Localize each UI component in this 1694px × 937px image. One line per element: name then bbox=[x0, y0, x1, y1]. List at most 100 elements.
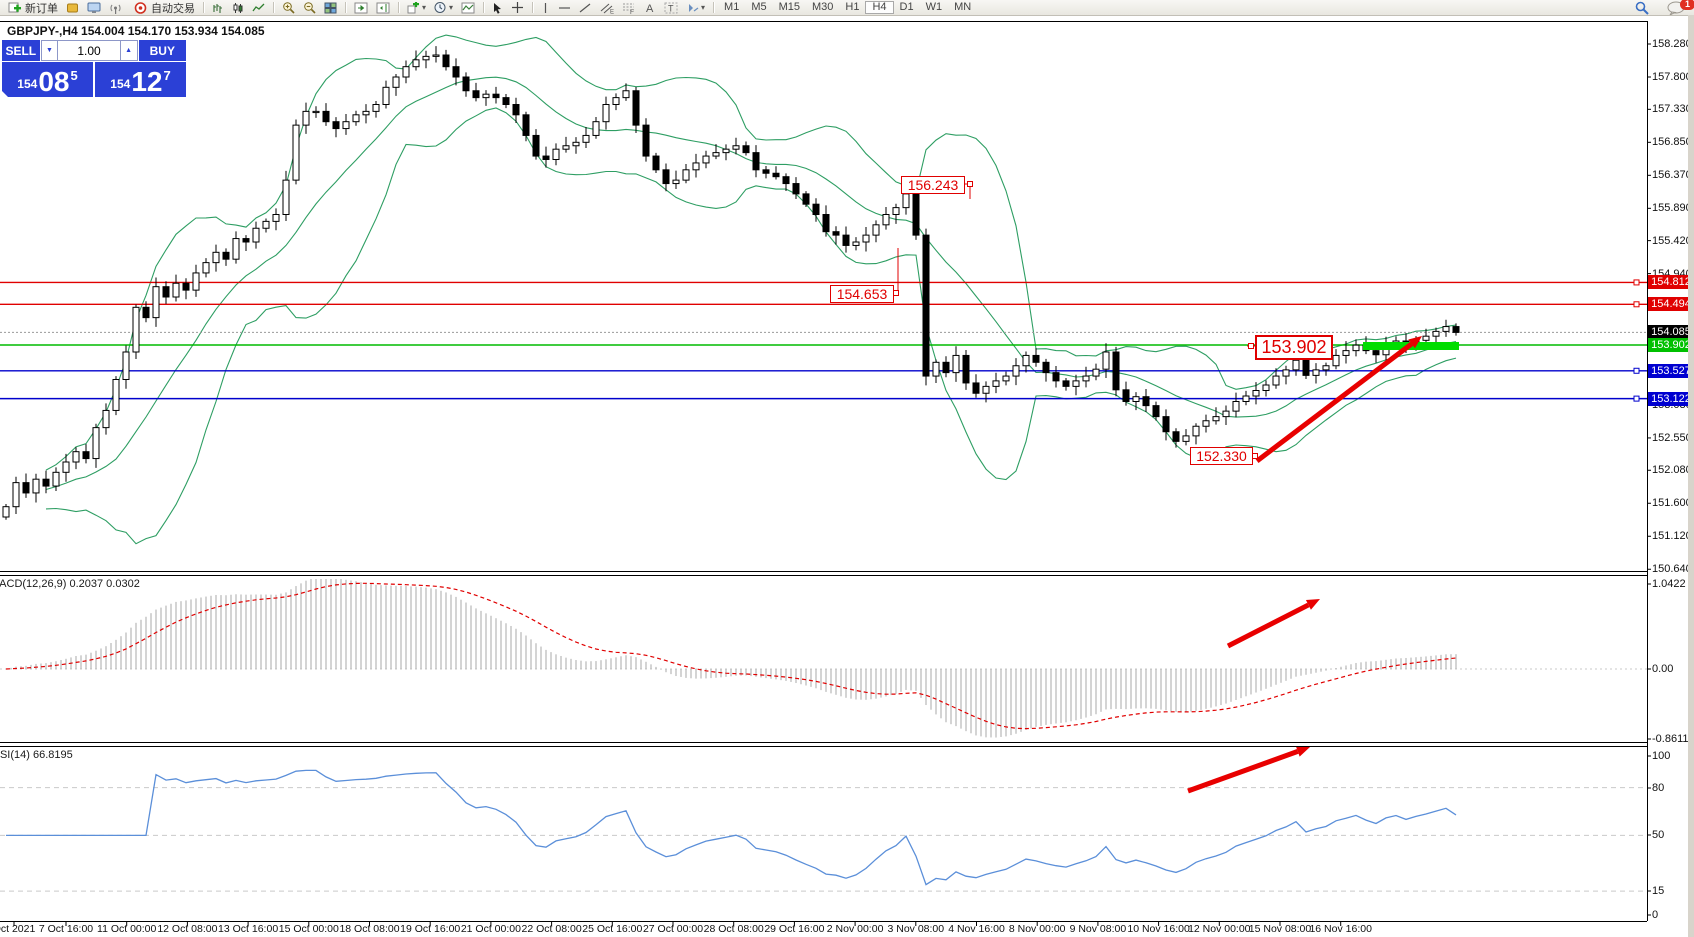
separator bbox=[273, 2, 274, 13]
sell-button[interactable]: SELL bbox=[2, 40, 40, 61]
line-handle bbox=[1633, 367, 1640, 374]
timeframe-W1[interactable]: W1 bbox=[925, 1, 943, 13]
channel-icon[interactable]: E bbox=[596, 1, 618, 14]
cursor-icon[interactable] bbox=[488, 1, 507, 14]
time-label-3-Nov-08-00: 3 Nov 08:00 bbox=[887, 923, 945, 935]
horizontal-lines bbox=[0, 279, 1647, 402]
line-handle bbox=[1633, 395, 1640, 402]
rsi-indicator bbox=[0, 769, 1647, 892]
price-badge-154.812: 154.812 bbox=[1648, 275, 1694, 290]
price-badge-153.122: 153.122 bbox=[1648, 391, 1694, 406]
vertical-line-icon[interactable] bbox=[537, 1, 554, 14]
price-tick-151.120: 151.120 bbox=[1652, 530, 1692, 543]
new-order-icon bbox=[4, 1, 25, 14]
timeframe-M1[interactable]: M1 bbox=[724, 1, 740, 13]
price-tick-157.330: 157.330 bbox=[1652, 103, 1692, 116]
bollinger-lower bbox=[45, 107, 1457, 545]
time-label-Oct-2021: Oct 2021 bbox=[0, 923, 36, 935]
templates-icon[interactable] bbox=[457, 1, 479, 14]
autoscroll-icon[interactable] bbox=[350, 1, 372, 14]
time-label-13-Oct-16-00: 13 Oct 16:00 bbox=[218, 923, 279, 935]
price-tick-156.370: 156.370 bbox=[1652, 169, 1692, 182]
separator bbox=[483, 2, 485, 13]
callout-156.243[interactable]: 156.243 bbox=[901, 176, 965, 194]
rsi-line bbox=[6, 769, 1457, 886]
indicators-icon[interactable]: ▾ bbox=[403, 1, 430, 14]
callout-152.330[interactable]: 152.330 bbox=[1190, 447, 1253, 465]
fibonacci-icon[interactable]: F bbox=[618, 1, 640, 14]
buy-price-point: 7 bbox=[163, 68, 171, 83]
separator bbox=[713, 2, 715, 13]
timeframe-MN[interactable]: MN bbox=[954, 1, 972, 13]
trend-arrow-rsi[interactable] bbox=[1187, 749, 1299, 794]
autotrade-button[interactable]: 自动交易 bbox=[126, 1, 199, 15]
timeframe-D1[interactable]: D1 bbox=[899, 1, 914, 13]
text-label-icon[interactable]: T bbox=[660, 1, 682, 14]
bollinger-middle bbox=[45, 76, 1457, 491]
trend-arrow-macd[interactable] bbox=[1226, 602, 1310, 649]
price-badge-154.085: 154.085 bbox=[1648, 325, 1694, 340]
trend-arrow-main[interactable] bbox=[1255, 341, 1414, 463]
autotrade-label: 自动交易 bbox=[151, 2, 195, 15]
buy-price[interactable]: 154 12 7 bbox=[95, 62, 186, 97]
volume-input[interactable]: 1.00 bbox=[58, 40, 120, 61]
trend-arrow-main-head bbox=[1408, 336, 1422, 349]
timeframe-M30[interactable]: M30 bbox=[812, 1, 834, 13]
time-label-29-Oct-16-00: 29 Oct 16:00 bbox=[764, 923, 825, 935]
time-label-10-Nov-16-00: 10 Nov 16:00 bbox=[1127, 923, 1190, 935]
horizontal-line-icon[interactable] bbox=[554, 1, 575, 14]
new-order-button[interactable]: 新订单 bbox=[0, 1, 62, 15]
time-label-15-Nov-08-00: 15 Nov 08:00 bbox=[1248, 923, 1312, 935]
chart-shift-icon[interactable] bbox=[372, 1, 394, 14]
sell-price[interactable]: 154 08 5 bbox=[2, 62, 93, 97]
macd-label: MACD(12,26,9) 0.2037 0.0302 bbox=[0, 578, 140, 590]
time-label-11-Oct-00-00: 11 Oct 00:00 bbox=[97, 923, 157, 935]
timeframe-H1[interactable]: H1 bbox=[845, 1, 860, 13]
separator bbox=[532, 2, 534, 13]
callout-153.902[interactable]: 153.902 bbox=[1255, 335, 1333, 360]
search-icon[interactable] bbox=[1630, 1, 1654, 15]
time-label-22-Oct-08-00: 22 Oct 08:00 bbox=[521, 923, 582, 935]
shapes-icon[interactable]: ▾ bbox=[682, 1, 709, 14]
buy-button[interactable]: BUY bbox=[138, 40, 187, 61]
timeframe-M15[interactable]: M15 bbox=[778, 1, 801, 13]
symbol-info: GBPJPY-,H4 154.004 154.170 153.934 154.0… bbox=[7, 24, 265, 38]
svg-text:F: F bbox=[630, 8, 634, 13]
zoom-in-icon[interactable] bbox=[278, 1, 299, 14]
volume-increase-button[interactable]: ▲ bbox=[119, 40, 138, 61]
text-icon[interactable]: A bbox=[640, 1, 660, 14]
rsi-tick-80: 80 bbox=[1652, 782, 1665, 794]
time-label-18-Oct-08-00: 18 Oct 08:00 bbox=[339, 923, 400, 935]
line-handle bbox=[1633, 301, 1640, 308]
trendline-icon[interactable] bbox=[575, 1, 596, 14]
price-tick-157.800: 157.800 bbox=[1652, 71, 1692, 83]
candlestick-icon[interactable] bbox=[228, 1, 248, 14]
tile-windows-icon[interactable] bbox=[320, 1, 341, 14]
timeframe-H4[interactable]: H4 bbox=[865, 1, 894, 14]
volume-decrease-button[interactable]: ▼ bbox=[40, 40, 59, 61]
main-toolbar: 新订单 自动交易 ▾ bbox=[0, 0, 1694, 16]
macd-tick-1.0422: 1.0422 bbox=[1652, 578, 1686, 590]
line-chart-icon[interactable] bbox=[248, 1, 269, 14]
zoom-out-icon[interactable] bbox=[299, 1, 320, 14]
separator bbox=[398, 2, 399, 13]
crosshair-icon[interactable] bbox=[507, 1, 528, 14]
panel-borders bbox=[0, 21, 1651, 926]
callout-connectors bbox=[892, 181, 1258, 460]
price-badge-154.494: 154.494 bbox=[1648, 297, 1694, 312]
notifications-icon[interactable]: 1 bbox=[1662, 0, 1694, 15]
bar-chart-icon[interactable] bbox=[208, 1, 228, 14]
timeframe-M5[interactable]: M5 bbox=[751, 1, 767, 13]
svg-text:E: E bbox=[610, 9, 614, 14]
rsi-tick-15: 15 bbox=[1652, 885, 1665, 897]
callout-154.653[interactable]: 154.653 bbox=[830, 285, 894, 303]
signal-icon[interactable] bbox=[105, 1, 126, 14]
one-click-trading-panel: SELL ▼ 1.00 ▲ BUY 154 08 5 154 12 7 bbox=[2, 40, 187, 97]
marketwatch-icon[interactable] bbox=[83, 1, 105, 14]
trend-arrow-macd-head bbox=[1305, 599, 1320, 610]
price-tick-158.280: 158.280 bbox=[1652, 38, 1692, 50]
new-order-label: 新订单 bbox=[25, 2, 58, 15]
gold-cube-icon[interactable] bbox=[62, 1, 83, 14]
periods-icon[interactable]: ▾ bbox=[430, 1, 457, 14]
